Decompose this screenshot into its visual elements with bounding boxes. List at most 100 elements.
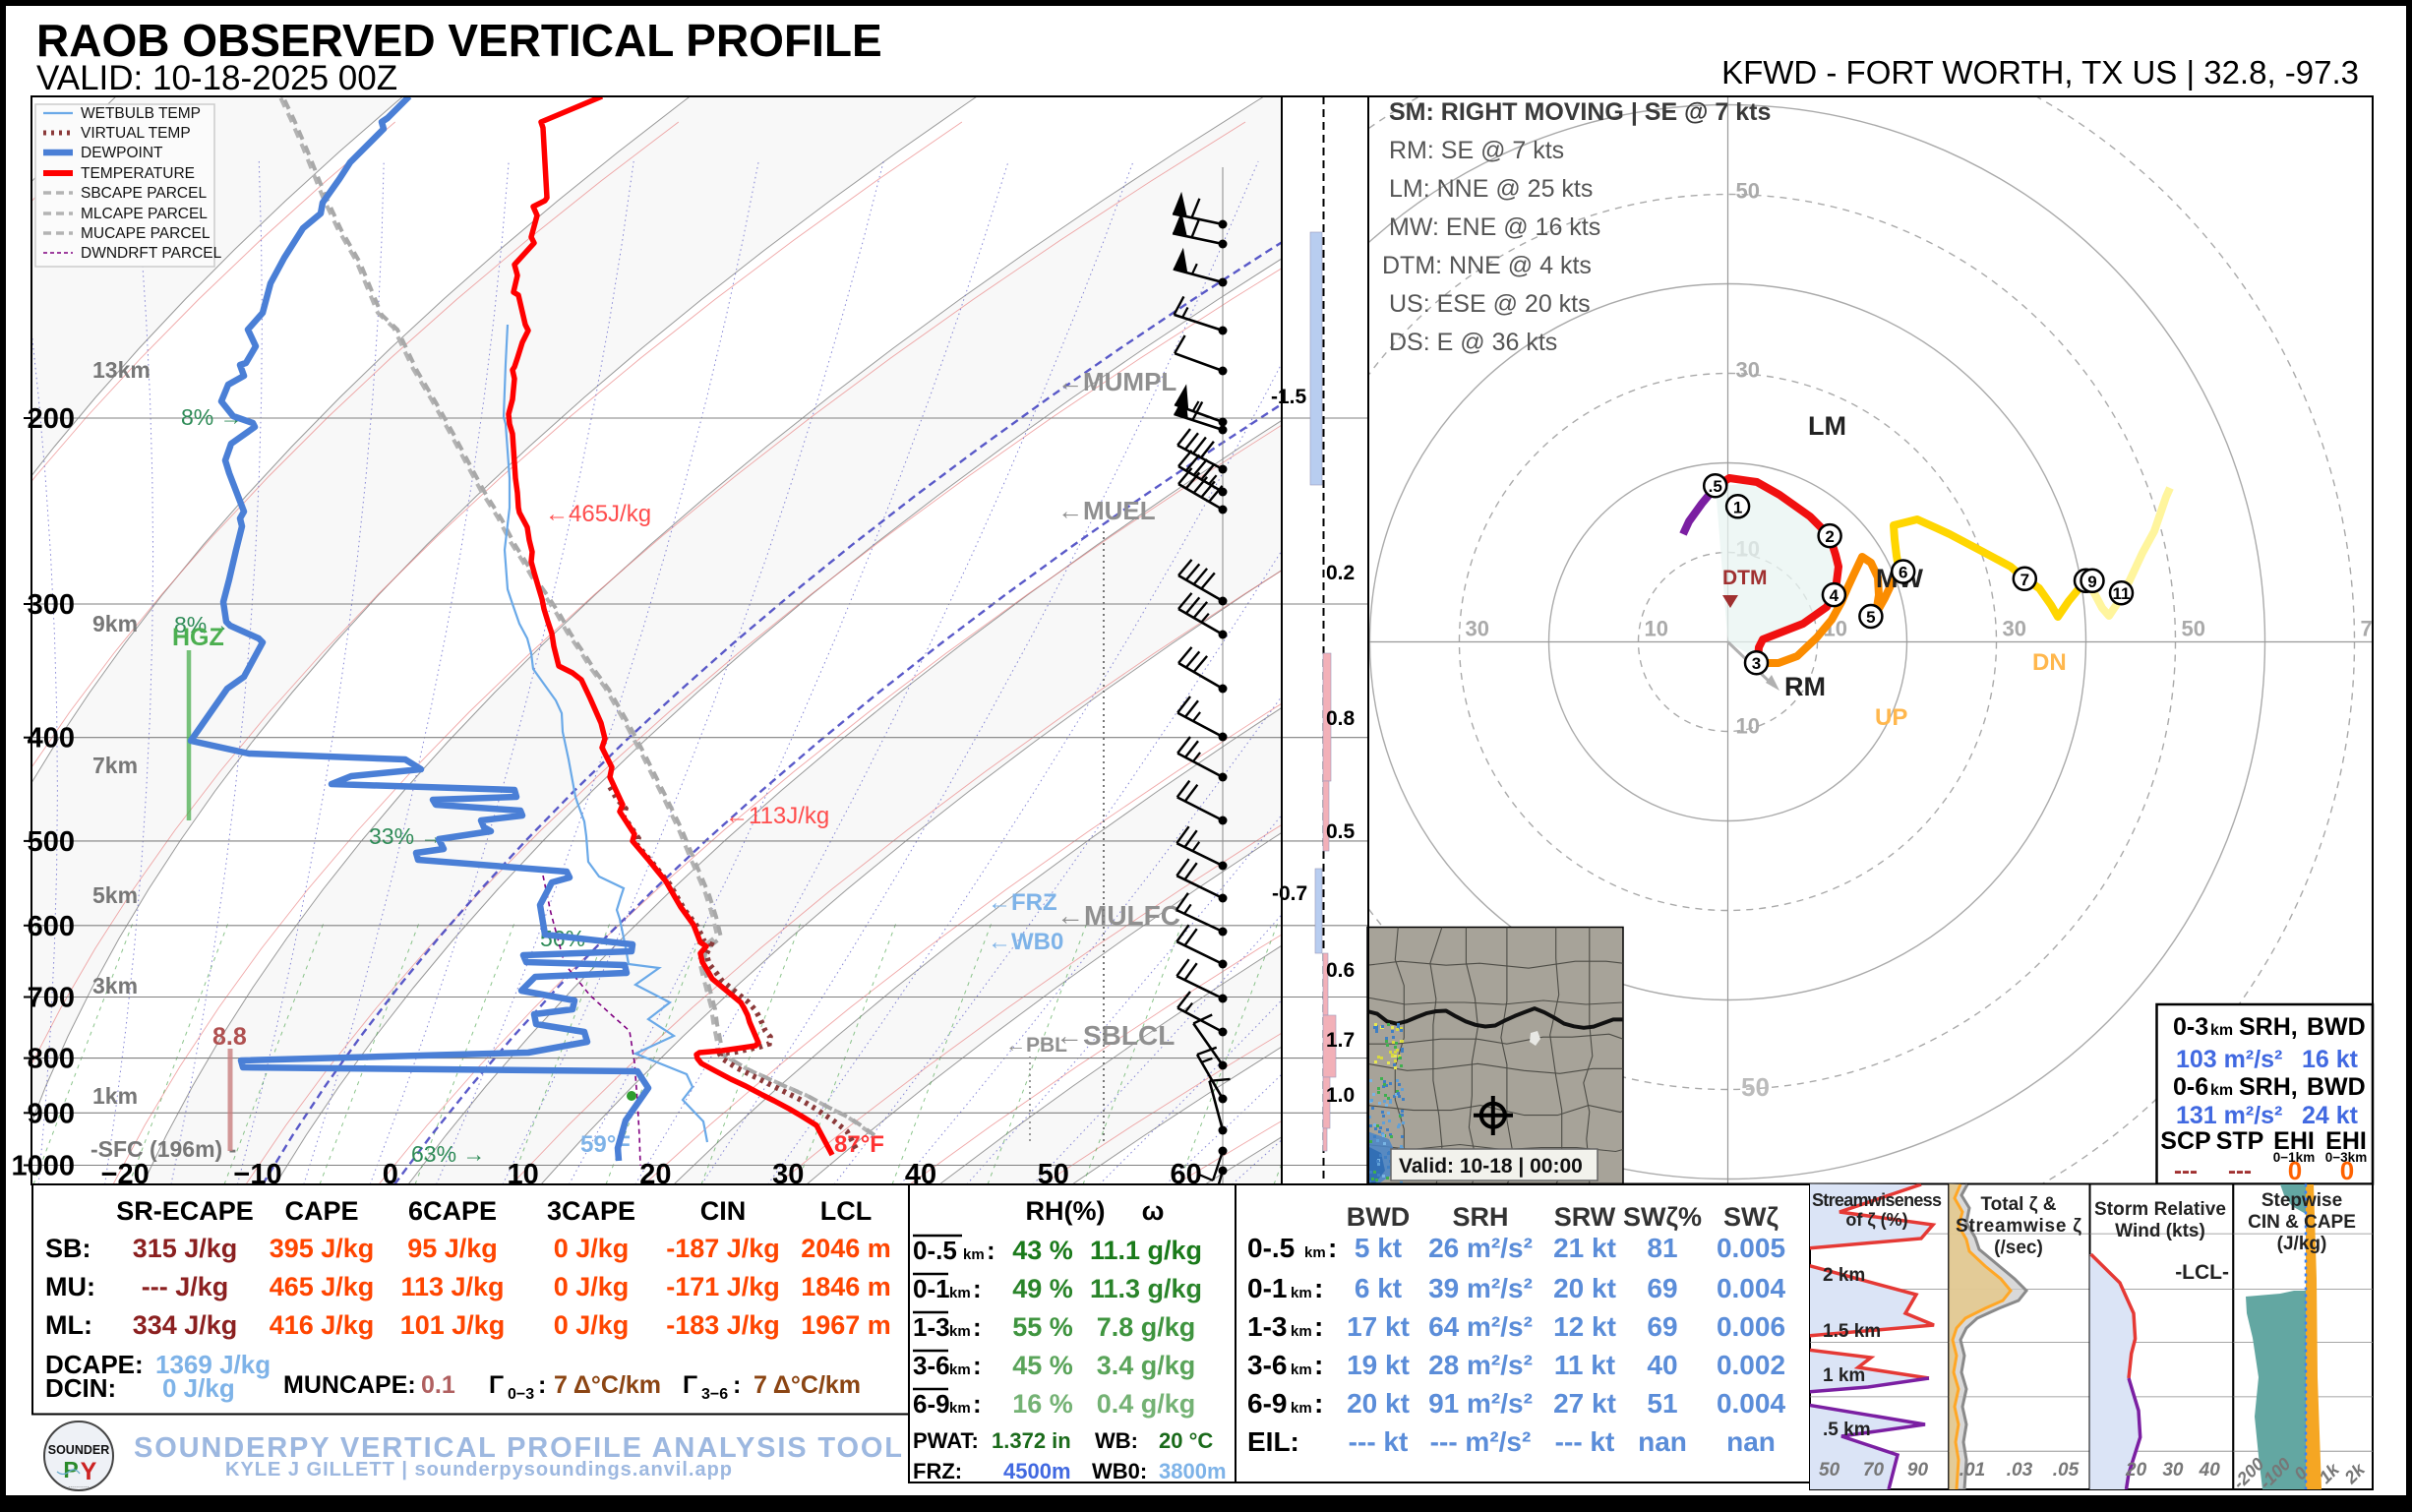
svg-text:SCP: SCP xyxy=(2160,1127,2210,1155)
svg-text:2046 m: 2046 m xyxy=(801,1234,891,1263)
svg-text:3CAPE: 3CAPE xyxy=(547,1196,635,1226)
svg-text:CAPE: CAPE xyxy=(284,1196,358,1226)
svg-text:49 %: 49 % xyxy=(1012,1274,1073,1303)
svg-text:BWD: BWD xyxy=(1347,1202,1410,1232)
svg-text:-187 J/kg: -187 J/kg xyxy=(666,1234,780,1263)
svg-text:40: 40 xyxy=(2199,1460,2221,1481)
svg-text:Valid: 10-18 | 00:00: Valid: 10-18 | 00:00 xyxy=(1399,1155,1583,1178)
svg-text:21 kt: 21 kt xyxy=(1553,1233,1616,1263)
svg-text:5km: 5km xyxy=(92,882,138,908)
svg-text:20 kt: 20 kt xyxy=(1553,1273,1616,1303)
svg-text:0-6: 0-6 xyxy=(2173,1073,2208,1101)
svg-text:11: 11 xyxy=(2113,584,2131,603)
svg-text:BWD: BWD xyxy=(2307,1013,2366,1041)
svg-text:←MUMPL: ←MUMPL xyxy=(1057,367,1176,396)
svg-text:63% →: 63% → xyxy=(411,1141,485,1167)
svg-text:KYLE J GILLETT | sounderpysoun: KYLE J GILLETT | sounderpysoundings.anvi… xyxy=(225,1459,732,1481)
svg-text:---: --- xyxy=(2228,1158,2252,1184)
svg-text:0.2: 0.2 xyxy=(1326,562,1355,584)
svg-text:MUNCAPE:: MUNCAPE: xyxy=(283,1371,416,1399)
svg-text:26 m²/s²: 26 m²/s² xyxy=(1428,1233,1533,1263)
svg-text:Y: Y xyxy=(81,1458,97,1485)
svg-text:...........: ........... xyxy=(68,1482,89,1489)
svg-text:95 J/kg: 95 J/kg xyxy=(407,1234,498,1263)
svg-text:←FRZ: ←FRZ xyxy=(988,889,1057,916)
svg-text:6-9: 6-9 xyxy=(1247,1388,1287,1419)
svg-text:FRZ:: FRZ: xyxy=(913,1459,962,1483)
svg-text:.01: .01 xyxy=(1960,1460,1985,1481)
svg-text:BWD: BWD xyxy=(2307,1073,2366,1101)
svg-text:of ζ (%): of ζ (%) xyxy=(1845,1210,1907,1231)
svg-text:km: km xyxy=(1291,1323,1312,1340)
svg-text:--- kt: --- kt xyxy=(1555,1426,1615,1457)
svg-text:0: 0 xyxy=(2288,1156,2302,1185)
svg-text:7.8 g/kg: 7.8 g/kg xyxy=(1097,1312,1196,1342)
svg-text:0-.5: 0-.5 xyxy=(913,1236,957,1265)
svg-text:16 kt: 16 kt xyxy=(2302,1046,2359,1073)
svg-text:km: km xyxy=(949,1285,971,1301)
svg-text:1967 m: 1967 m xyxy=(801,1310,891,1340)
svg-text:4500m: 4500m xyxy=(1003,1459,1071,1483)
svg-text:km: km xyxy=(949,1400,971,1417)
svg-text:10: 10 xyxy=(1736,714,1760,739)
svg-text:3: 3 xyxy=(1752,654,1761,673)
svg-text:RM: RM xyxy=(1784,672,1826,701)
svg-text:1000: 1000 xyxy=(11,1151,75,1182)
svg-text:2 km: 2 km xyxy=(1823,1265,1865,1286)
svg-text:7 Δ°C/km: 7 Δ°C/km xyxy=(754,1371,861,1399)
svg-text:20 °C: 20 °C xyxy=(1159,1428,1213,1453)
svg-text:SR-ECAPE: SR-ECAPE xyxy=(116,1196,254,1226)
svg-text:50: 50 xyxy=(2182,617,2205,641)
svg-text:6 kt: 6 kt xyxy=(1355,1273,1402,1303)
svg-text:1.7: 1.7 xyxy=(1326,1029,1355,1052)
svg-text:69: 69 xyxy=(1647,1273,1677,1303)
svg-text::: : xyxy=(1314,1388,1323,1419)
svg-text::: : xyxy=(538,1371,546,1399)
svg-text:CIN: CIN xyxy=(700,1196,747,1226)
svg-text:70: 70 xyxy=(1863,1460,1885,1481)
svg-text:3−6: 3−6 xyxy=(701,1386,728,1403)
svg-text:WETBULB TEMP: WETBULB TEMP xyxy=(81,105,201,122)
svg-text:0 J/kg: 0 J/kg xyxy=(554,1234,630,1263)
svg-text:90: 90 xyxy=(1907,1460,1929,1481)
svg-text:8%→: 8%→ xyxy=(174,612,229,637)
svg-text:0.004: 0.004 xyxy=(1717,1388,1785,1419)
svg-text:3-6: 3-6 xyxy=(913,1351,950,1380)
svg-text:.5 km: .5 km xyxy=(1823,1420,1871,1440)
svg-text:US: ESE @ 20 kts: US: ESE @ 20 kts xyxy=(1389,290,1591,318)
svg-text:1369 J/kg: 1369 J/kg xyxy=(155,1350,271,1379)
svg-text:LCL: LCL xyxy=(820,1196,872,1226)
svg-text:91 m²/s²: 91 m²/s² xyxy=(1428,1388,1533,1419)
svg-text:0 J/kg: 0 J/kg xyxy=(554,1310,630,1340)
svg-text:3.4 g/kg: 3.4 g/kg xyxy=(1097,1351,1196,1380)
svg-text:13km: 13km xyxy=(92,357,151,383)
svg-text:←WB0: ←WB0 xyxy=(988,929,1063,955)
svg-text:SRH,: SRH, xyxy=(2239,1013,2298,1041)
svg-text:1: 1 xyxy=(1733,498,1742,516)
svg-text:1-3: 1-3 xyxy=(1247,1311,1287,1342)
svg-text:(/sec): (/sec) xyxy=(1994,1238,2043,1258)
svg-text:KFWD - FORT WORTH, TX US | 32.: KFWD - FORT WORTH, TX US | 32.8, -97.3 xyxy=(1721,54,2359,91)
svg-text:5 kt: 5 kt xyxy=(1355,1233,1402,1263)
svg-text:VALID: 10-18-2025 00Z: VALID: 10-18-2025 00Z xyxy=(36,59,397,97)
svg-text:1.5 km: 1.5 km xyxy=(1823,1321,1881,1342)
svg-text:SRH: SRH xyxy=(1452,1202,1508,1232)
svg-text:VIRTUAL TEMP: VIRTUAL TEMP xyxy=(81,125,191,142)
svg-text:--- m²/s²: --- m²/s² xyxy=(1430,1426,1532,1457)
svg-text:DCAPE:: DCAPE: xyxy=(45,1350,144,1379)
svg-text:Wind (kts): Wind (kts) xyxy=(2115,1221,2205,1241)
svg-text:12 kt: 12 kt xyxy=(1553,1311,1616,1342)
svg-text:Streamwise ζ: Streamwise ζ xyxy=(1956,1216,2081,1237)
svg-text:DTM: NNE @ 4 kts: DTM: NNE @ 4 kts xyxy=(1382,252,1592,279)
svg-text:103 m²/s²: 103 m²/s² xyxy=(2176,1046,2282,1073)
svg-text:1km: 1km xyxy=(92,1083,138,1109)
svg-text:--- kt: --- kt xyxy=(1349,1426,1409,1457)
svg-text:DWNDRFT PARCEL: DWNDRFT PARCEL xyxy=(81,245,222,262)
svg-text:395 J/kg: 395 J/kg xyxy=(270,1234,375,1263)
svg-text:800: 800 xyxy=(28,1044,75,1075)
svg-text:50: 50 xyxy=(1736,179,1760,204)
svg-text:101 J/kg: 101 J/kg xyxy=(400,1310,506,1340)
svg-text:km: km xyxy=(949,1361,971,1378)
svg-text:33% →: 33% → xyxy=(369,823,443,849)
svg-text:5: 5 xyxy=(1866,608,1875,627)
